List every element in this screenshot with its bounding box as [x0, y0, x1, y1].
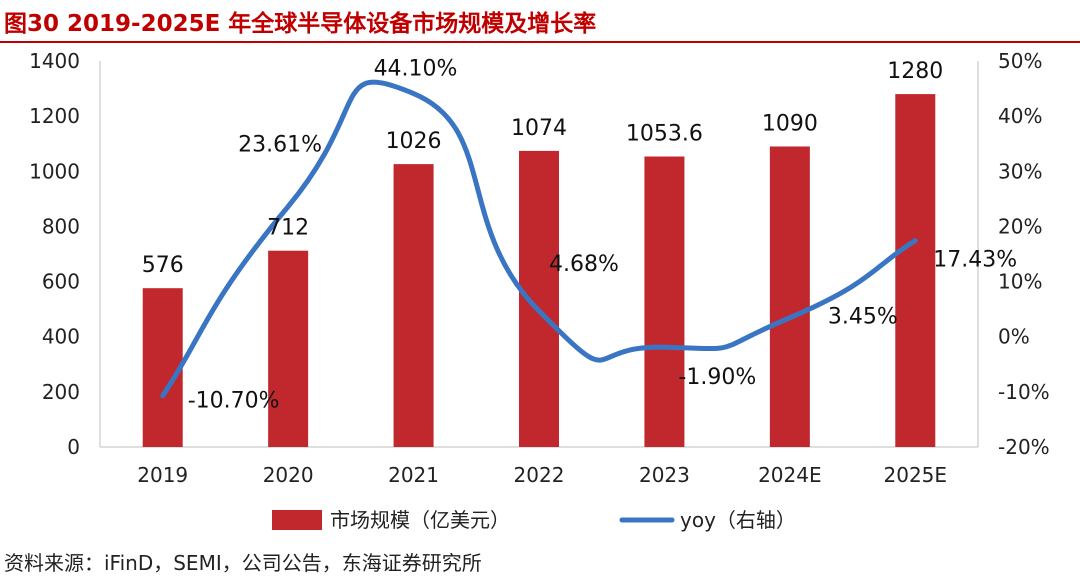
- yoy-point: [412, 92, 416, 96]
- x-tick-label: 2021: [388, 463, 439, 487]
- bar: [895, 94, 936, 447]
- yoy-value-label: 4.68%: [549, 252, 619, 277]
- bar: [644, 156, 685, 447]
- y-right-tick-label: -10%: [998, 380, 1050, 404]
- chart-axes: 0 200 400 600 800 1000 1200 1400 -20% -10% 0% 10% 20…: [29, 49, 1050, 487]
- y-right-tick-label: 10%: [998, 270, 1042, 294]
- y-left-tick-label: 600: [42, 270, 80, 294]
- data-labels: 576 712 1026 1074 1053.6 1090 1280 -10.70% 23.61…: [142, 57, 1017, 414]
- x-tick-label: 2020: [263, 463, 314, 487]
- y-left-tick-label: 800: [42, 214, 80, 238]
- x-tick-label: 2025E: [884, 463, 948, 487]
- yoy-point: [286, 205, 290, 209]
- bar-value-label: 1280: [887, 59, 943, 84]
- x-tick-label: 2024E: [758, 463, 822, 487]
- y-left-tick-label: 200: [42, 380, 80, 404]
- y-right-tick-label: 40%: [998, 104, 1042, 128]
- y-left-tick-label: 0: [67, 435, 80, 459]
- yoy-point: [161, 394, 165, 398]
- bar: [393, 164, 434, 448]
- x-tick-label: 2022: [514, 463, 565, 487]
- line-series: [160, 79, 918, 399]
- figure-title: 图30 2019-2025E 年全球半导体设备市场规模及增长率: [4, 11, 597, 37]
- bar-value-label: 576: [142, 253, 184, 278]
- x-tick-label: 2019: [137, 463, 188, 487]
- yoy-point: [662, 345, 666, 349]
- bar: [142, 288, 183, 447]
- legend-bar-swatch: [272, 510, 322, 530]
- y-left-tick-label: 1200: [29, 104, 80, 128]
- yoy-value-label: 23.61%: [238, 133, 322, 158]
- bar-value-label: 1074: [511, 116, 567, 141]
- y-right-tick-label: 0%: [998, 325, 1030, 349]
- bar: [769, 146, 810, 447]
- y-right-tick-label: 50%: [998, 49, 1042, 73]
- y-right-tick-label: -20%: [998, 435, 1050, 459]
- bar-series: [142, 94, 936, 448]
- yoy-point: [788, 316, 792, 320]
- y-left-tick-label: 1000: [29, 159, 80, 183]
- title-divider: [0, 41, 1080, 43]
- yoy-value-label: 3.45%: [828, 305, 898, 330]
- yoy-value-label: 44.10%: [374, 57, 458, 82]
- yoy-value-label: -1.90%: [678, 365, 756, 390]
- x-tick-label: 2023: [639, 463, 690, 487]
- bar: [268, 250, 309, 447]
- figure-source: 资料来源：iFinD，SEMI，公司公告，东海证券研究所: [4, 551, 482, 575]
- y-left-tick-label: 1400: [29, 49, 80, 73]
- yoy-value-label: 17.43%: [933, 248, 1017, 273]
- bar-value-label: 712: [267, 216, 309, 241]
- legend-bar-label: 市场规模（亿美元）: [330, 508, 510, 532]
- yoy-value-label: -10.70%: [188, 389, 280, 414]
- yoy-point: [537, 309, 541, 313]
- y-right-tick-label: 20%: [998, 214, 1042, 238]
- yoy-point: [913, 239, 917, 243]
- y-left-tick-label: 400: [42, 325, 80, 349]
- chart-legend: 市场规模（亿美元） yoy（右轴）: [272, 508, 796, 532]
- legend-line-label: yoy（右轴）: [680, 508, 796, 532]
- y-right-tick-label: 30%: [998, 159, 1042, 183]
- bar-value-label: 1053.6: [626, 122, 703, 147]
- bar-value-label: 1090: [762, 111, 818, 136]
- bar-value-label: 1026: [386, 129, 442, 154]
